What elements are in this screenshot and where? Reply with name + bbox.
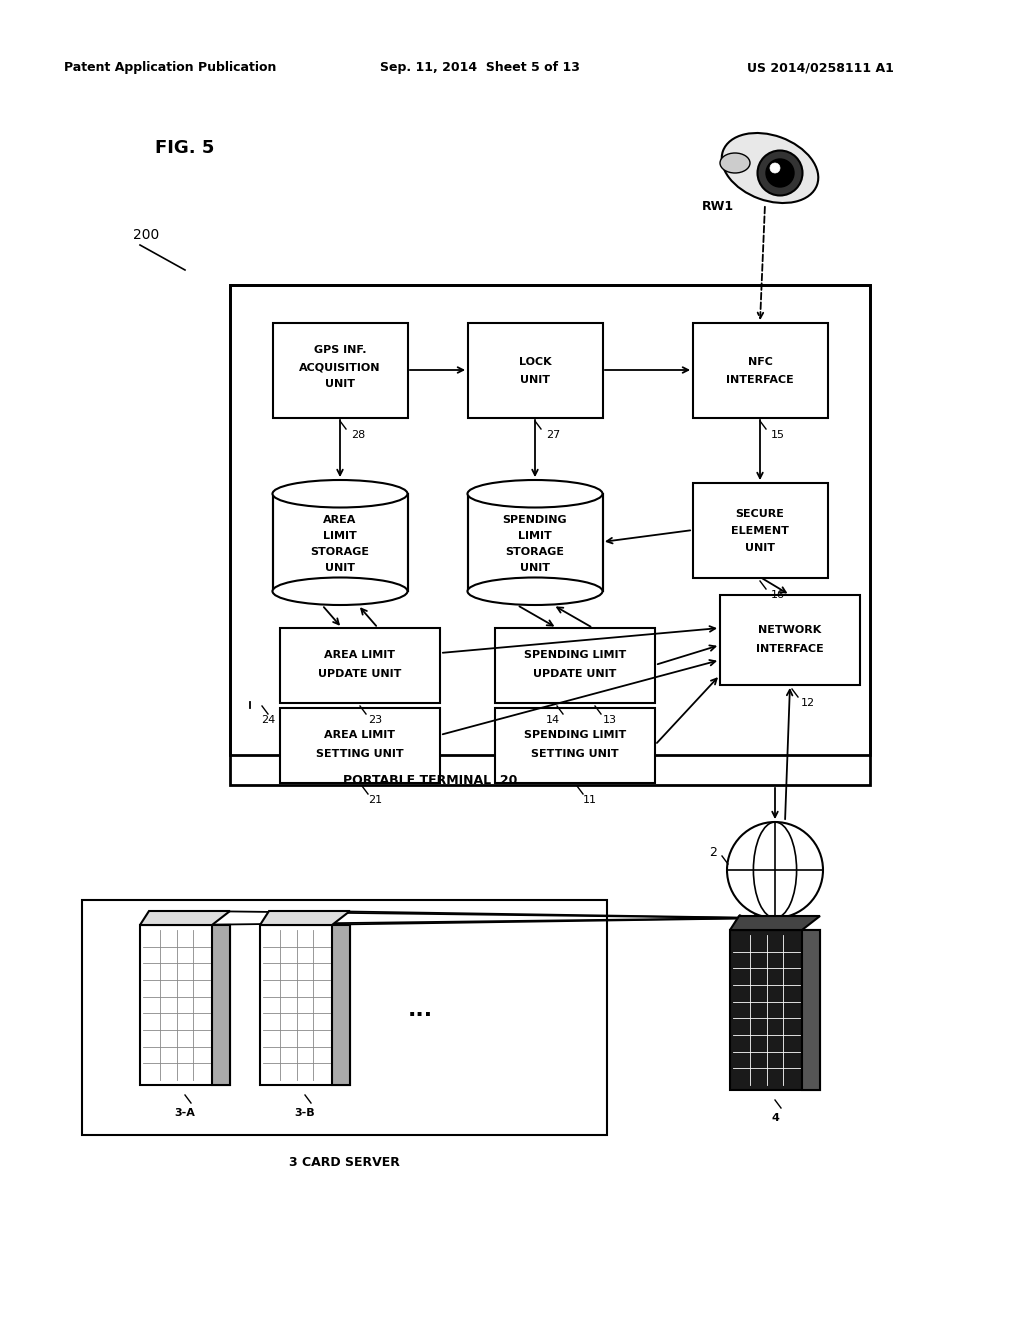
Bar [230, 285, 870, 755]
Text: LOCK: LOCK [519, 356, 551, 367]
Text: NETWORK: NETWORK [759, 624, 821, 635]
Text: SPENDING: SPENDING [503, 515, 567, 525]
Bar [495, 628, 655, 704]
Ellipse shape [468, 578, 602, 605]
Bar [468, 494, 602, 591]
Polygon shape [260, 911, 350, 925]
Bar [230, 285, 870, 785]
Text: FIG. 5: FIG. 5 [155, 139, 214, 157]
Text: 16: 16 [771, 590, 785, 601]
Text: 4: 4 [771, 1113, 779, 1123]
Text: UPDATE UNIT: UPDATE UNIT [534, 669, 616, 678]
Bar [280, 628, 440, 704]
Text: UNIT: UNIT [520, 375, 550, 385]
Text: SETTING UNIT: SETTING UNIT [316, 748, 403, 759]
Text: AREA LIMIT: AREA LIMIT [325, 649, 395, 660]
Text: UPDATE UNIT: UPDATE UNIT [318, 669, 401, 678]
Text: AREA LIMIT: AREA LIMIT [325, 730, 395, 741]
Text: 28: 28 [351, 430, 366, 440]
Bar [332, 925, 350, 1085]
Ellipse shape [722, 133, 818, 203]
Bar [495, 708, 655, 783]
Ellipse shape [766, 158, 794, 187]
Text: UNIT: UNIT [520, 564, 550, 573]
Text: 23: 23 [368, 715, 382, 725]
Bar [468, 323, 603, 418]
Text: STORAGE: STORAGE [506, 546, 564, 557]
Text: 21: 21 [368, 795, 382, 805]
Text: 200: 200 [133, 228, 160, 242]
Ellipse shape [720, 153, 750, 173]
Text: UNIT: UNIT [325, 564, 355, 573]
Text: 11: 11 [583, 795, 597, 805]
Text: 2: 2 [709, 846, 717, 858]
Ellipse shape [758, 150, 803, 195]
Bar [82, 900, 607, 1135]
Polygon shape [730, 916, 820, 931]
Bar [280, 708, 440, 783]
Text: ELEMENT: ELEMENT [731, 525, 788, 536]
Bar [140, 925, 230, 1085]
Ellipse shape [727, 822, 823, 917]
Text: 24: 24 [261, 715, 275, 725]
Text: RW1: RW1 [701, 199, 734, 213]
Text: ACQUISITION: ACQUISITION [299, 362, 381, 372]
Ellipse shape [468, 480, 602, 507]
Ellipse shape [272, 578, 408, 605]
Bar [272, 494, 408, 591]
Bar [720, 595, 860, 685]
Text: NFC: NFC [748, 356, 772, 367]
Polygon shape [140, 911, 230, 925]
Text: Patent Application Publication: Patent Application Publication [63, 62, 276, 74]
Bar [693, 323, 828, 418]
Text: INTERFACE: INTERFACE [756, 644, 824, 653]
Bar [212, 925, 230, 1085]
Text: PORTABLE TERMINAL  20: PORTABLE TERMINAL 20 [343, 774, 517, 787]
Text: ...: ... [408, 1001, 432, 1020]
Text: LIMIT: LIMIT [324, 531, 357, 541]
Ellipse shape [272, 480, 408, 507]
Text: 3-B: 3-B [295, 1107, 315, 1118]
Bar [693, 483, 828, 578]
Text: 3 CARD SERVER: 3 CARD SERVER [289, 1156, 399, 1170]
Text: SETTING UNIT: SETTING UNIT [531, 748, 618, 759]
Text: SECURE: SECURE [735, 510, 784, 519]
Bar [260, 925, 350, 1085]
Text: 12: 12 [801, 698, 815, 708]
Bar [730, 931, 820, 1090]
Text: 3-A: 3-A [174, 1107, 196, 1118]
Text: US 2014/0258111 A1: US 2014/0258111 A1 [746, 62, 893, 74]
Ellipse shape [770, 162, 780, 173]
Text: 14: 14 [546, 715, 560, 725]
Text: 15: 15 [771, 430, 785, 440]
Bar [273, 323, 408, 418]
Text: UNIT: UNIT [325, 379, 355, 389]
Text: UNIT: UNIT [745, 543, 775, 553]
Text: Sep. 11, 2014  Sheet 5 of 13: Sep. 11, 2014 Sheet 5 of 13 [380, 62, 580, 74]
Text: LIMIT: LIMIT [518, 531, 552, 541]
Text: INTERFACE: INTERFACE [726, 375, 794, 385]
Text: SPENDING LIMIT: SPENDING LIMIT [524, 730, 626, 741]
Text: 27: 27 [546, 430, 560, 440]
Text: 13: 13 [603, 715, 617, 725]
Text: GPS INF.: GPS INF. [313, 345, 367, 355]
Bar [802, 931, 820, 1090]
Text: AREA: AREA [324, 515, 356, 525]
Text: STORAGE: STORAGE [310, 546, 370, 557]
Text: SPENDING LIMIT: SPENDING LIMIT [524, 649, 626, 660]
